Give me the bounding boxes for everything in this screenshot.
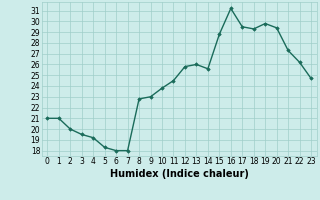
X-axis label: Humidex (Indice chaleur): Humidex (Indice chaleur) [110, 169, 249, 179]
